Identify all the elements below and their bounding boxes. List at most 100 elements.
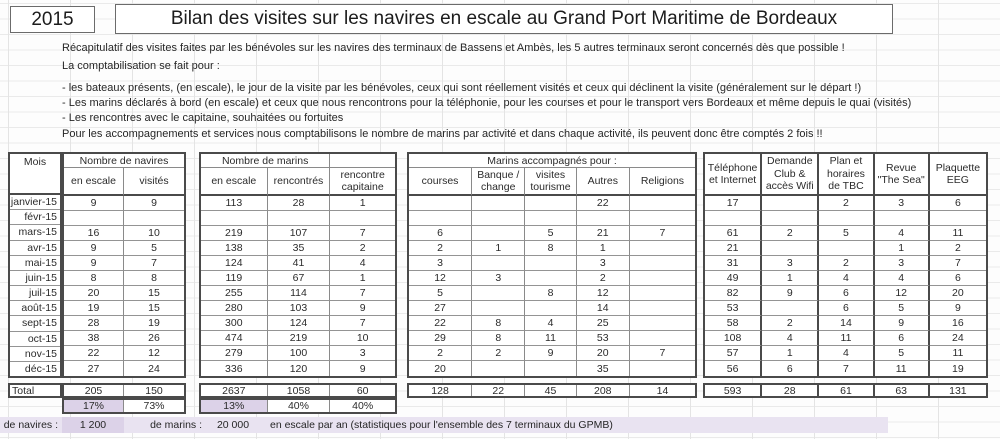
- total-cell[interactable]: 63: [875, 385, 930, 396]
- column-header[interactable]: Autres: [576, 168, 630, 196]
- data-cell[interactable]: [629, 271, 695, 286]
- data-cell[interactable]: 2: [762, 316, 820, 331]
- month-cell[interactable]: nov-15: [10, 347, 60, 362]
- data-cell[interactable]: 120: [268, 361, 331, 376]
- data-cell[interactable]: 53: [705, 301, 763, 316]
- data-cell[interactable]: 8: [64, 271, 124, 286]
- data-cell[interactable]: 4: [819, 346, 875, 361]
- data-cell[interactable]: [472, 361, 526, 376]
- column-header[interactable]: rencontre capitaine: [330, 168, 395, 196]
- month-cell[interactable]: déc-15: [24, 362, 57, 375]
- total-cell[interactable]: 593: [705, 385, 763, 396]
- data-cell[interactable]: [819, 241, 875, 256]
- data-cell[interactable]: [267, 211, 331, 226]
- data-cell[interactable]: 24: [929, 331, 986, 346]
- data-cell[interactable]: 2: [330, 241, 395, 256]
- data-cell[interactable]: 2: [409, 346, 473, 361]
- data-cell[interactable]: 7: [629, 346, 695, 361]
- data-cell[interactable]: 100: [267, 346, 331, 361]
- total-cell[interactable]: 205: [64, 385, 124, 396]
- column-header[interactable]: Plan et horaires de TBC: [819, 154, 875, 196]
- data-cell[interactable]: 24: [148, 362, 160, 375]
- data-cell[interactable]: 20: [929, 286, 986, 301]
- data-cell[interactable]: 3: [409, 256, 473, 271]
- data-cell[interactable]: [472, 256, 526, 271]
- data-cell[interactable]: 8: [472, 316, 526, 331]
- data-cell[interactable]: 6: [929, 271, 986, 286]
- percent-cell[interactable]: 73%: [143, 400, 165, 412]
- data-cell[interactable]: 82: [705, 286, 763, 301]
- data-cell[interactable]: 279: [201, 346, 268, 361]
- data-cell[interactable]: 17: [705, 196, 763, 211]
- column-header[interactable]: en escale: [64, 168, 124, 196]
- footer-navires-value[interactable]: 1 200: [62, 417, 124, 433]
- data-cell[interactable]: 6: [819, 286, 875, 301]
- data-cell[interactable]: 113: [201, 196, 268, 211]
- total-label[interactable]: Total: [8, 383, 62, 398]
- data-cell[interactable]: 1: [762, 271, 820, 286]
- data-cell[interactable]: 3: [330, 346, 395, 361]
- data-cell[interactable]: [629, 211, 695, 226]
- data-cell[interactable]: 19: [124, 316, 184, 331]
- month-cell[interactable]: avr-15: [10, 241, 60, 256]
- footer-marins-value[interactable]: 20 000: [216, 419, 250, 431]
- data-cell[interactable]: 29: [409, 331, 473, 346]
- total-cell[interactable]: 128: [409, 385, 473, 396]
- percent-cell[interactable]: 40%: [352, 400, 374, 412]
- total-cell[interactable]: 208: [577, 385, 630, 396]
- total-cell[interactable]: 28: [762, 385, 820, 396]
- data-cell[interactable]: 255: [201, 286, 268, 301]
- data-cell[interactable]: 7: [929, 256, 986, 271]
- total-cell[interactable]: 131: [949, 385, 967, 396]
- data-cell[interactable]: 14: [819, 316, 875, 331]
- data-cell[interactable]: 35: [267, 241, 331, 256]
- total-cell[interactable]: 1058: [268, 385, 331, 396]
- data-cell[interactable]: 7: [330, 286, 395, 301]
- data-cell[interactable]: 6: [409, 226, 473, 241]
- data-cell[interactable]: [525, 301, 577, 316]
- data-cell[interactable]: 124: [201, 256, 268, 271]
- month-cell[interactable]: sept-15: [10, 316, 60, 332]
- data-cell[interactable]: 12: [124, 346, 184, 361]
- data-cell[interactable]: 53: [576, 331, 630, 346]
- data-cell[interactable]: 11: [875, 361, 930, 376]
- data-cell[interactable]: 7: [124, 256, 184, 271]
- total-cell[interactable]: 22: [472, 385, 526, 396]
- data-cell[interactable]: 20: [409, 361, 473, 376]
- data-cell[interactable]: 9: [330, 301, 395, 316]
- month-cell[interactable]: févr-15: [10, 210, 60, 226]
- percent-cell[interactable]: 13%: [201, 400, 268, 412]
- data-cell[interactable]: 56: [705, 361, 763, 376]
- data-cell[interactable]: 9: [64, 196, 124, 211]
- data-cell[interactable]: 9: [874, 316, 930, 331]
- data-cell[interactable]: [201, 211, 268, 226]
- data-cell[interactable]: 14: [576, 301, 630, 316]
- data-cell[interactable]: 61: [705, 226, 763, 241]
- data-cell[interactable]: 9: [124, 196, 184, 211]
- data-cell[interactable]: [472, 226, 526, 241]
- data-cell[interactable]: 7: [330, 226, 395, 241]
- column-header[interactable]: visités: [124, 168, 184, 196]
- data-cell[interactable]: 219: [201, 226, 268, 241]
- data-cell[interactable]: [525, 256, 577, 271]
- column-header[interactable]: rencontrés: [267, 168, 331, 196]
- data-cell[interactable]: 3: [874, 196, 930, 211]
- group-title-spacer[interactable]: [330, 154, 395, 168]
- month-cell[interactable]: janvier-15: [10, 195, 60, 211]
- month-cell[interactable]: août-15: [10, 301, 60, 317]
- data-cell[interactable]: 1: [330, 271, 395, 286]
- data-cell[interactable]: 7: [330, 316, 395, 331]
- data-cell[interactable]: [630, 361, 695, 376]
- data-cell[interactable]: 9: [64, 241, 124, 256]
- data-cell[interactable]: [525, 271, 577, 286]
- data-cell[interactable]: 107: [267, 226, 331, 241]
- data-cell[interactable]: 1: [472, 241, 526, 256]
- total-cell[interactable]: 45: [525, 385, 577, 396]
- data-cell[interactable]: 4: [874, 226, 930, 241]
- data-cell[interactable]: [472, 286, 526, 301]
- data-cell[interactable]: 57: [705, 346, 763, 361]
- data-cell[interactable]: [576, 211, 630, 226]
- data-cell[interactable]: [629, 301, 695, 316]
- data-cell[interactable]: 5: [874, 301, 930, 316]
- data-cell[interactable]: 474: [201, 331, 268, 346]
